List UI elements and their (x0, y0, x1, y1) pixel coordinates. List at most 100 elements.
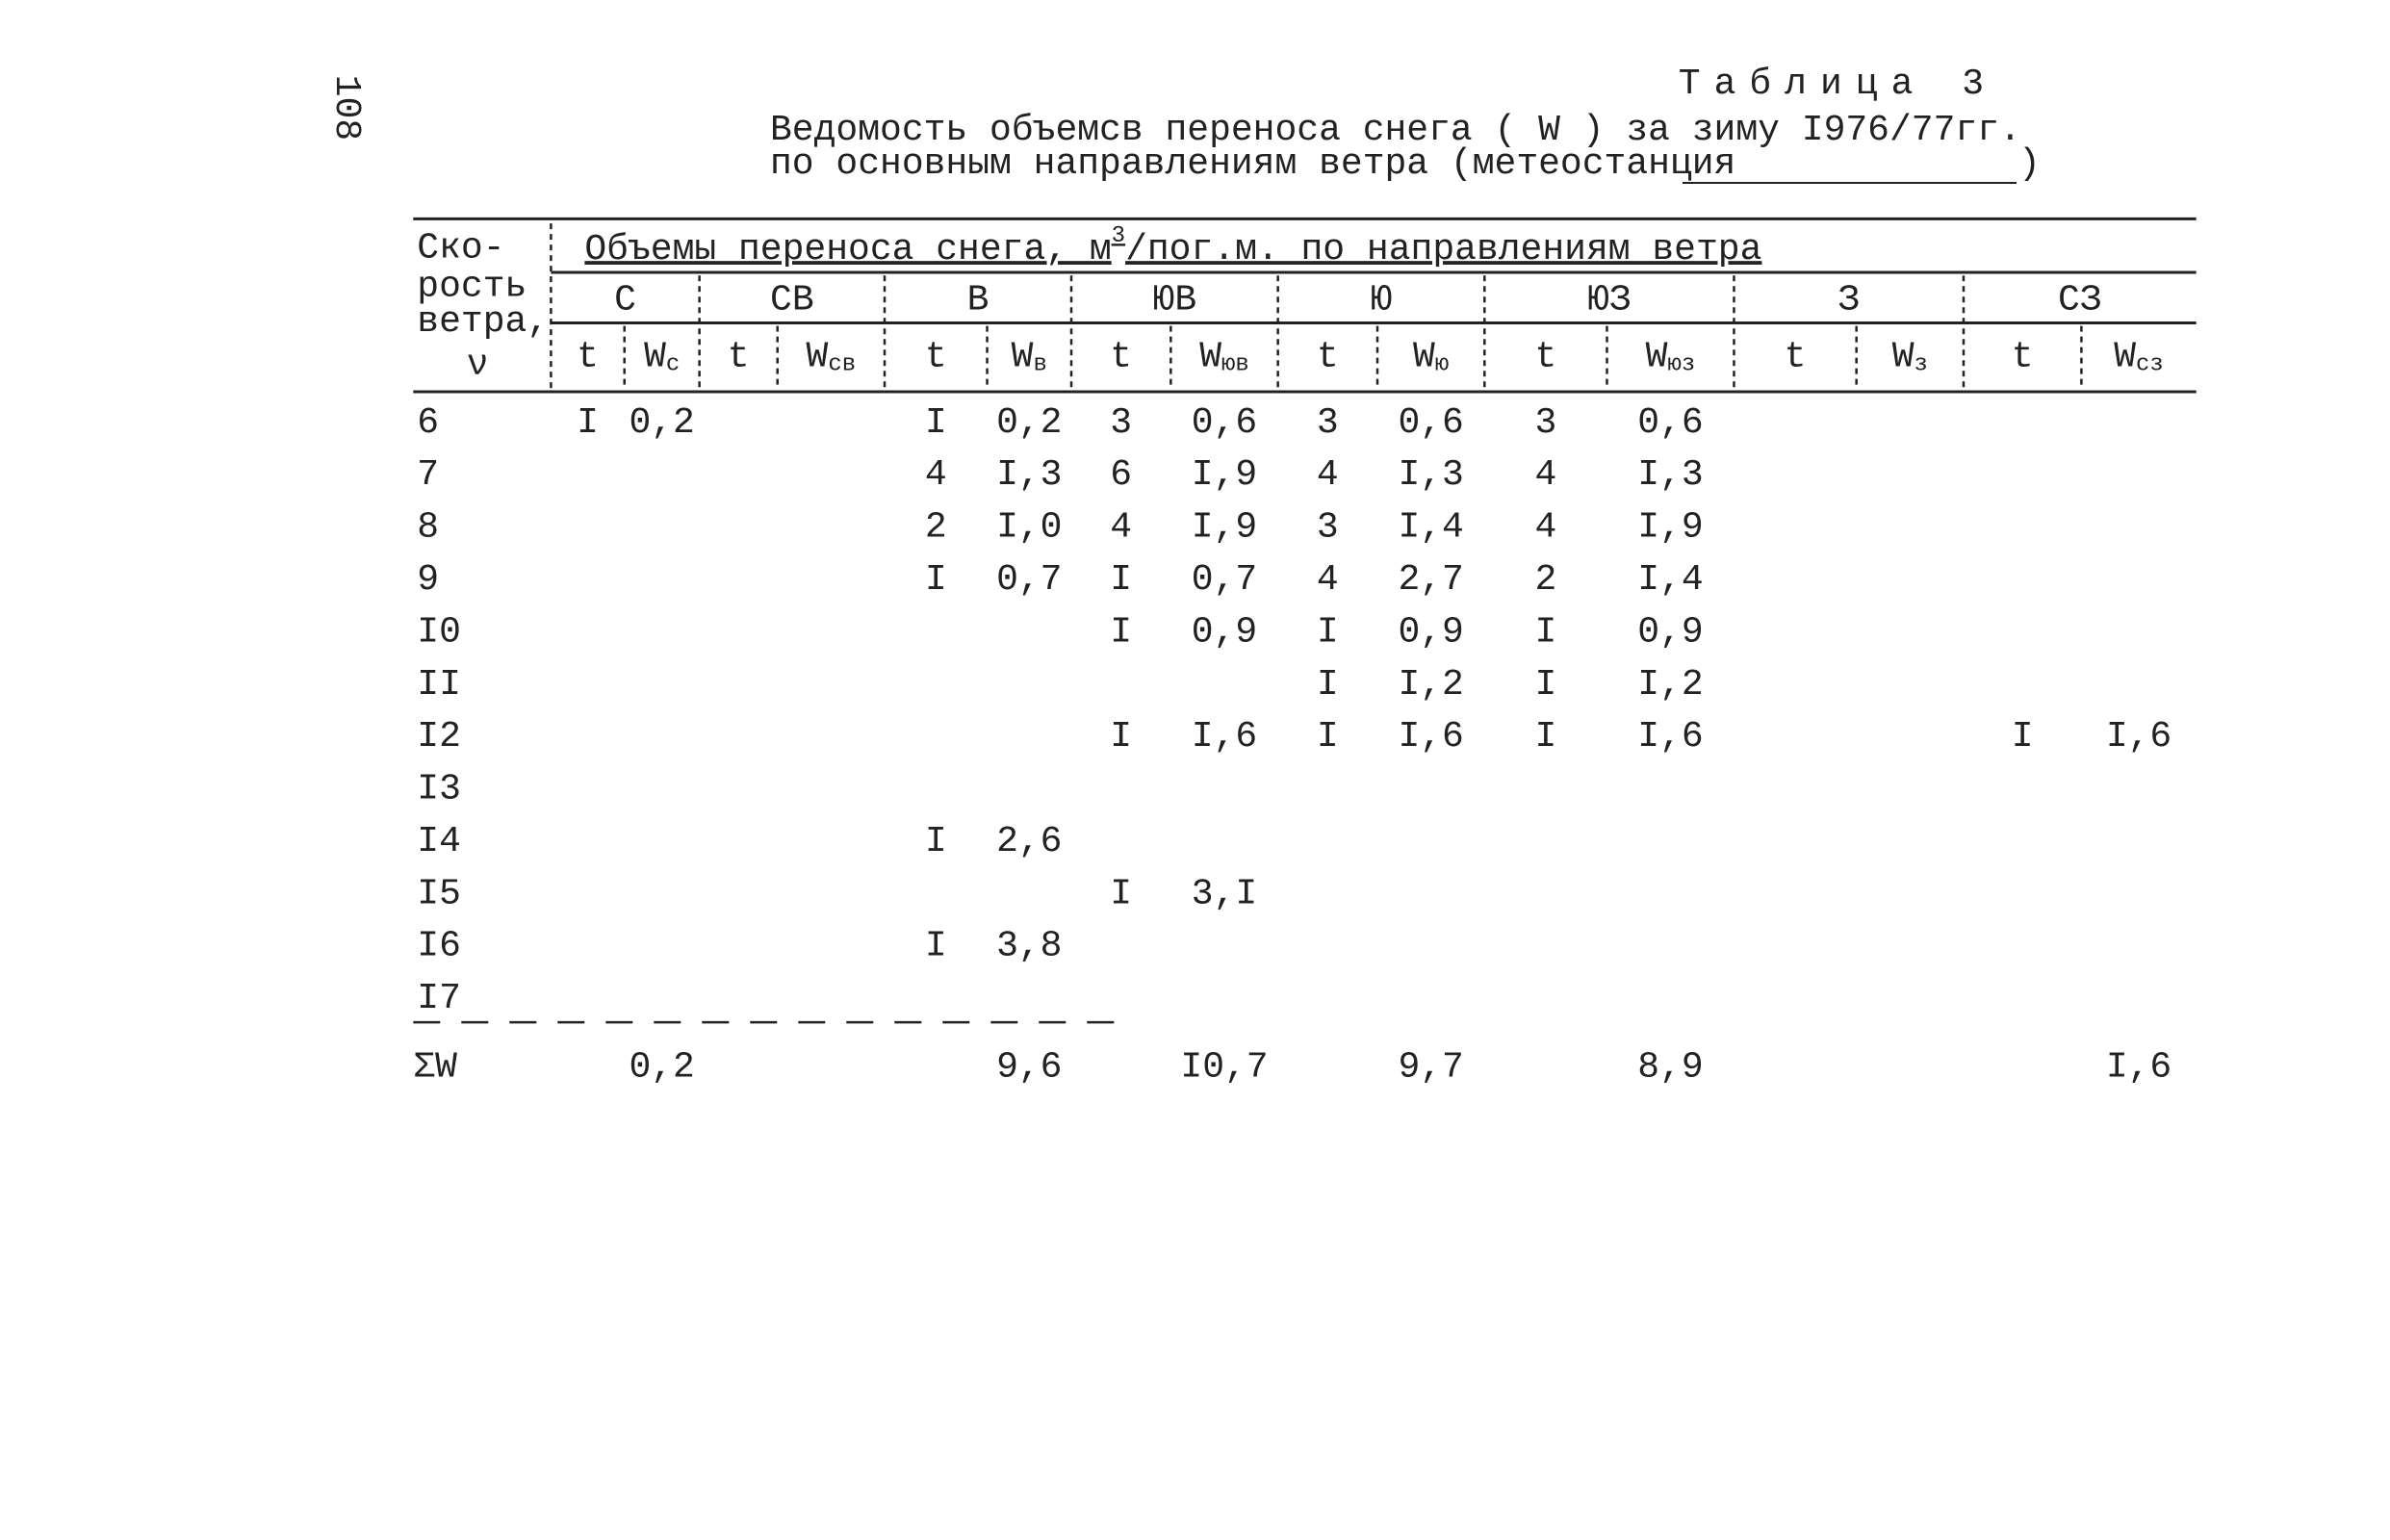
subheader: Wюз (1646, 337, 1696, 378)
subheader-main: W (644, 337, 666, 378)
cell: 0,7 (1192, 559, 1257, 601)
subheader: Wюв (1199, 337, 1249, 378)
speed: 9 (417, 559, 439, 601)
cell: 3,I (1192, 873, 1257, 914)
subheader-sub: ю (1435, 352, 1449, 378)
direction: СВ (770, 280, 814, 321)
cell: I (1317, 611, 1339, 653)
cell: 4 (1534, 454, 1556, 496)
cell: 0,6 (1398, 402, 1463, 444)
cell: 0,6 (1192, 402, 1257, 444)
speed: I6 (417, 926, 461, 967)
title-close: ) (2018, 143, 2041, 185)
speed: II (417, 664, 461, 706)
subheader: Wсв (807, 337, 857, 378)
cell: 0,2 (996, 402, 1062, 444)
total-cell: I,6 (2106, 1046, 2172, 1088)
cell: 3,8 (996, 926, 1062, 967)
subheader-sub: с (666, 352, 680, 378)
cell: I (925, 402, 947, 444)
cell: I (1110, 716, 1132, 757)
cell: I (577, 402, 599, 444)
cell: 6 (1110, 454, 1132, 496)
total-label: ΣW (413, 1046, 457, 1088)
subheader-sub: юз (1667, 352, 1695, 378)
subheader: t (1317, 337, 1339, 378)
direction: С (614, 280, 636, 321)
cell: 4 (1317, 454, 1339, 496)
cell: I (1110, 611, 1132, 653)
subheader-sub: сз (2136, 352, 2164, 378)
subheader-sub: з (1915, 352, 1928, 378)
cell: I (2012, 716, 2034, 757)
subheader: t (1110, 337, 1132, 378)
cell: 0,9 (1192, 611, 1257, 653)
speed: I3 (417, 769, 461, 810)
cell: I,9 (1192, 454, 1257, 496)
speed: 8 (417, 507, 439, 549)
cell: I (925, 559, 947, 601)
subheader: Wсз (2114, 337, 2164, 378)
cell: I,9 (1637, 507, 1703, 549)
cell: 2 (925, 507, 947, 549)
cell: I (1110, 873, 1132, 914)
speed: I5 (417, 873, 461, 914)
cell: 3 (1534, 402, 1556, 444)
subheader: t (925, 337, 947, 378)
speed: I7 (417, 978, 461, 1019)
subheader-main: W (1199, 337, 1221, 378)
subheader: Wз (1892, 337, 1928, 378)
subheader-main: W (1646, 337, 1668, 378)
subheader: Wв (1012, 337, 1047, 378)
cell: 2 (1534, 559, 1556, 601)
subheader-sub: в (1033, 352, 1046, 378)
cell: 3 (1317, 507, 1339, 549)
group-header: Объемы переноса снега, м3/пог.м. по напр… (584, 224, 1761, 271)
subheader-main: W (1413, 337, 1435, 378)
cell: 0,2 (629, 402, 694, 444)
cell: I,3 (996, 454, 1062, 496)
subheader: t (728, 337, 750, 378)
group-header-part: Объемы переноса снега, м (584, 229, 1111, 270)
subheader: t (577, 337, 599, 378)
cell: 4 (1534, 507, 1556, 549)
cell: 3 (1317, 402, 1339, 444)
cell: I,6 (1637, 716, 1703, 757)
subheader: t (1785, 337, 1807, 378)
total-cell: I0,7 (1180, 1046, 1268, 1088)
group-header-part: 3 (1112, 224, 1125, 250)
cell: I (1534, 611, 1556, 653)
total-cell: 9,7 (1398, 1046, 1463, 1088)
corner-label: ветра, (417, 301, 549, 343)
page-number: 108 (325, 75, 367, 141)
cell: 4 (1110, 507, 1132, 549)
table-label: Таблица 3 (1679, 64, 1997, 105)
subheader-main: W (1012, 337, 1034, 378)
subheader: t (2012, 337, 2034, 378)
subheader-sub: св (828, 352, 856, 378)
cell: I,3 (1637, 454, 1703, 496)
title-line: по основным направлениям ветра (метеоста… (770, 143, 1735, 185)
cell: I (925, 821, 947, 862)
cell: I (1110, 559, 1132, 601)
direction: З (1837, 280, 1860, 321)
cell: 0,9 (1637, 611, 1703, 653)
subheader: t (1534, 337, 1556, 378)
direction: Ю (1371, 280, 1393, 321)
cell: 4 (925, 454, 947, 496)
cell: I,9 (1192, 507, 1257, 549)
cell: I,4 (1637, 559, 1703, 601)
total-cell: 8,9 (1637, 1046, 1703, 1088)
cell: I (1534, 716, 1556, 757)
cell: 0,9 (1398, 611, 1463, 653)
speed: I2 (417, 716, 461, 757)
direction: ЮЗ (1587, 280, 1632, 321)
cell: 3 (1110, 402, 1132, 444)
subheader-main: W (807, 337, 829, 378)
direction: В (967, 280, 989, 321)
subheader-main: W (1892, 337, 1915, 378)
cell: I,6 (1192, 716, 1257, 757)
cell: I,6 (2106, 716, 2172, 757)
cell: 4 (1317, 559, 1339, 601)
